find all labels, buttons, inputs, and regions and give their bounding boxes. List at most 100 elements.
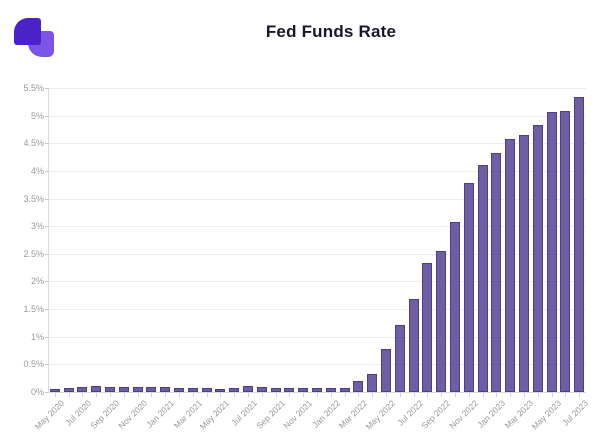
bar	[49, 389, 60, 392]
x-tick-label: Sep 2022	[419, 398, 453, 431]
x-tick-label: Jan 2021	[144, 398, 177, 430]
bar	[201, 388, 212, 392]
gridline	[48, 281, 586, 283]
bar	[270, 387, 281, 392]
x-tick-mark	[551, 393, 553, 397]
x-tick-mark	[192, 393, 194, 397]
gridline	[48, 170, 586, 172]
x-tick-mark	[496, 393, 498, 397]
x-tick-mark	[399, 393, 401, 397]
bar	[422, 263, 433, 392]
bar	[449, 221, 460, 392]
y-tick-label: 4%	[30, 165, 44, 176]
x-tick-label: Sep 2020	[88, 398, 122, 431]
x-tick-mark	[565, 393, 567, 397]
x-tick-mark	[317, 393, 318, 397]
y-tick-mark	[45, 198, 48, 200]
x-tick-mark	[454, 393, 456, 397]
y-tick-label: 2%	[30, 276, 44, 287]
bar	[339, 387, 350, 392]
x-tick-mark	[579, 393, 581, 397]
y-axis-line	[48, 88, 49, 392]
bar	[394, 325, 405, 392]
y-tick-label: 3%	[30, 221, 44, 232]
bar	[380, 349, 391, 392]
x-tick-mark	[165, 393, 167, 397]
y-tick-label: 1%	[30, 331, 44, 342]
bar	[256, 387, 267, 392]
bar	[477, 165, 488, 392]
bar	[187, 388, 198, 392]
bar	[505, 139, 516, 392]
y-tick-label: 0.5%	[23, 359, 44, 370]
y-tick-mark	[45, 309, 48, 311]
x-tick-mark	[151, 393, 153, 397]
bar	[408, 299, 419, 392]
bar	[77, 387, 88, 392]
x-tick-mark	[261, 393, 263, 397]
y-tick-mark	[45, 364, 48, 366]
bar	[436, 250, 447, 392]
y-tick-mark	[45, 143, 48, 145]
x-tick-mark	[289, 393, 291, 397]
x-tick-mark	[358, 393, 360, 397]
x-tick-label: May 2020	[32, 398, 66, 432]
y-tick-mark	[45, 281, 48, 283]
bar	[546, 112, 557, 392]
x-tick-label: Nov 2021	[281, 398, 315, 431]
gridline	[48, 115, 586, 117]
x-tick-mark	[82, 393, 84, 397]
y-tick-label: 4.5%	[23, 138, 44, 149]
y-tick-mark	[45, 115, 48, 117]
x-tick-label: Jan 2023	[475, 398, 508, 430]
bar	[229, 387, 240, 392]
brand-logo	[14, 16, 54, 58]
bar	[367, 373, 378, 392]
y-tick-label: 5.5%	[23, 83, 44, 93]
x-tick-mark	[179, 393, 181, 397]
x-tick-label: Nov 2020	[115, 398, 149, 431]
bar	[560, 111, 571, 392]
x-tick-mark	[344, 393, 346, 397]
y-tick-mark	[45, 336, 48, 338]
bar	[118, 387, 129, 392]
x-tick-mark	[96, 393, 98, 397]
x-tick-mark	[330, 393, 332, 397]
gridline	[48, 392, 586, 393]
bar	[91, 386, 102, 392]
logo-dark-shape-icon	[14, 18, 41, 45]
bar	[491, 152, 502, 392]
gridline	[48, 336, 586, 338]
x-tick-label: Jan 2022	[310, 398, 342, 430]
bar	[574, 97, 585, 392]
y-tick-label: 3.5%	[23, 193, 44, 204]
x-tick-mark	[248, 393, 250, 397]
x-tick-mark	[413, 393, 415, 397]
bar	[463, 183, 474, 392]
x-tick-mark	[220, 393, 222, 397]
gridline	[48, 226, 586, 228]
bar	[325, 387, 336, 392]
x-tick-mark	[523, 393, 525, 397]
x-tick-label: May 2022	[363, 398, 398, 432]
gridline	[48, 364, 586, 366]
x-tick-mark	[441, 393, 443, 397]
x-tick-mark	[537, 393, 539, 397]
bar	[353, 380, 364, 392]
y-tick-label: 0%	[30, 387, 44, 397]
x-tick-mark	[275, 393, 277, 397]
bar	[518, 134, 529, 392]
bar	[174, 387, 185, 392]
gridline	[48, 88, 586, 89]
y-tick-label: 5%	[30, 110, 44, 121]
x-tick-mark	[110, 393, 112, 397]
bar	[284, 387, 295, 392]
bar	[105, 387, 116, 392]
x-tick-mark	[234, 393, 236, 397]
x-tick-mark	[68, 393, 70, 397]
x-tick-mark	[510, 393, 512, 397]
x-tick-mark	[372, 393, 374, 397]
gridline	[48, 198, 586, 200]
x-tick-mark	[137, 393, 139, 397]
gridline	[48, 253, 586, 255]
